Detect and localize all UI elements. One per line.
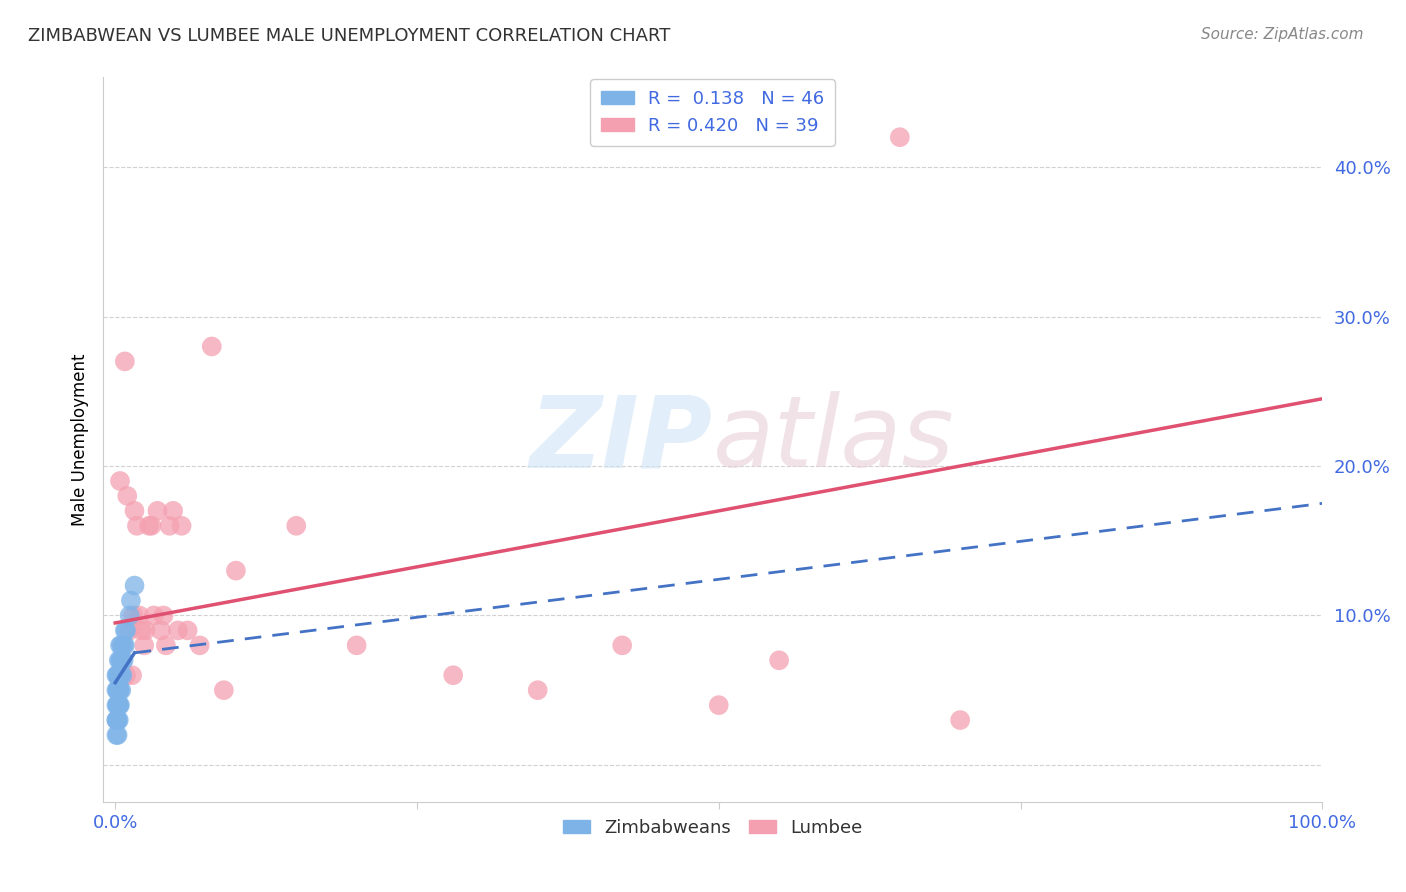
- Point: [107, 728, 129, 742]
- Point: [120, 593, 142, 607]
- Point: [108, 638, 131, 652]
- Point: [107, 698, 129, 713]
- Point: [159, 518, 181, 533]
- Point: [108, 698, 131, 713]
- Point: [107, 698, 129, 713]
- Point: [612, 638, 634, 652]
- Point: [170, 518, 193, 533]
- Point: [115, 624, 138, 638]
- Point: [111, 668, 134, 682]
- Point: [107, 698, 129, 713]
- Point: [108, 653, 131, 667]
- Point: [108, 698, 131, 713]
- Point: [150, 624, 173, 638]
- Point: [107, 683, 129, 698]
- Point: [107, 683, 129, 698]
- Point: [152, 608, 174, 623]
- Text: ZIP: ZIP: [530, 392, 713, 488]
- Point: [108, 474, 131, 488]
- Point: [162, 504, 184, 518]
- Point: [105, 713, 128, 727]
- Point: [107, 713, 129, 727]
- Point: [108, 683, 131, 698]
- Point: [114, 638, 136, 652]
- Point: [201, 339, 224, 353]
- Point: [285, 518, 308, 533]
- Point: [112, 653, 135, 667]
- Point: [142, 608, 165, 623]
- Point: [105, 668, 128, 682]
- Point: [131, 624, 153, 638]
- Point: [108, 698, 131, 713]
- Point: [134, 638, 156, 652]
- Point: [949, 713, 972, 727]
- Point: [176, 624, 198, 638]
- Text: Source: ZipAtlas.com: Source: ZipAtlas.com: [1201, 27, 1364, 42]
- Point: [118, 608, 141, 623]
- Point: [108, 713, 131, 727]
- Point: [128, 608, 150, 623]
- Point: [108, 668, 131, 682]
- Point: [112, 638, 135, 652]
- Point: [122, 608, 145, 623]
- Point: [110, 638, 132, 652]
- Point: [125, 518, 148, 533]
- Point: [441, 668, 464, 682]
- Point: [167, 624, 190, 638]
- Point: [110, 653, 132, 667]
- Point: [108, 698, 131, 713]
- Point: [111, 653, 134, 667]
- Point: [108, 683, 131, 698]
- Point: [110, 668, 132, 682]
- Point: [124, 578, 146, 592]
- Point: [115, 668, 138, 682]
- Point: [108, 668, 131, 682]
- Point: [110, 683, 132, 698]
- Point: [111, 638, 134, 652]
- Point: [105, 683, 128, 698]
- Point: [114, 624, 136, 638]
- Point: [768, 653, 790, 667]
- Point: [138, 518, 160, 533]
- Text: atlas: atlas: [713, 392, 955, 488]
- Point: [107, 713, 129, 727]
- Point: [108, 683, 131, 698]
- Point: [212, 683, 235, 698]
- Point: [146, 504, 169, 518]
- Point: [141, 518, 163, 533]
- Point: [225, 564, 247, 578]
- Point: [124, 504, 146, 518]
- Text: ZIMBABWEAN VS LUMBEE MALE UNEMPLOYMENT CORRELATION CHART: ZIMBABWEAN VS LUMBEE MALE UNEMPLOYMENT C…: [28, 27, 671, 45]
- Point: [188, 638, 211, 652]
- Point: [121, 668, 143, 682]
- Point: [346, 638, 368, 652]
- Point: [118, 624, 141, 638]
- Point: [155, 638, 177, 652]
- Point: [105, 698, 128, 713]
- Point: [108, 653, 131, 667]
- Point: [107, 683, 129, 698]
- Point: [105, 713, 128, 727]
- Point: [707, 698, 730, 713]
- Point: [889, 130, 911, 145]
- Y-axis label: Male Unemployment: Male Unemployment: [72, 353, 89, 526]
- Point: [105, 728, 128, 742]
- Point: [107, 668, 129, 682]
- Point: [117, 489, 139, 503]
- Point: [526, 683, 548, 698]
- Point: [114, 354, 136, 368]
- Legend: Zimbabweans, Lumbee: Zimbabweans, Lumbee: [555, 812, 870, 844]
- Point: [108, 683, 131, 698]
- Point: [108, 668, 131, 682]
- Point: [134, 624, 156, 638]
- Point: [107, 668, 129, 682]
